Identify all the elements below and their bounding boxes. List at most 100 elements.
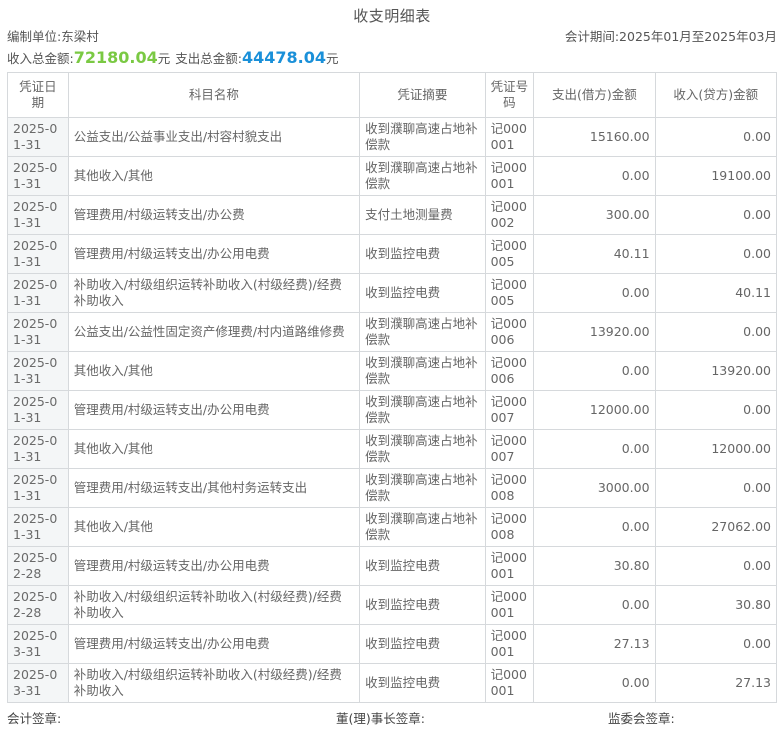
cell-voucher-number: 记000007 [484, 429, 535, 469]
accounting-period-label: 会计期间:2025年01月至2025年03月 [564, 29, 777, 44]
cell-debit-amount: 0.00 [533, 507, 656, 547]
cell-voucher-date: 2025-01-31 [7, 351, 69, 391]
table-row: 2025-01-31 公益支出/公益事业支出/村容村貌支出 收到濮聊高速占地补偿… [7, 117, 778, 157]
cell-voucher-date: 2025-01-31 [7, 468, 69, 508]
cell-debit-amount: 3000.00 [533, 468, 656, 508]
cell-voucher-date: 2025-02-28 [7, 585, 69, 625]
cell-debit-amount: 40.11 [533, 234, 656, 274]
table-row: 2025-02-28 管理费用/村级运转支出/办公用电费 收到监控电费 记000… [7, 546, 778, 586]
cell-credit-amount: 0.00 [654, 117, 778, 157]
cell-subject-name: 其他收入/其他 [67, 507, 361, 547]
cell-subject-name: 补助收入/村级组织运转补助收入(村级经费)/经费补助收入 [67, 273, 361, 313]
cell-voucher-number: 记000008 [484, 468, 535, 508]
column-header-voucher-date: 凭证日期 [7, 72, 69, 118]
cell-voucher-date: 2025-01-31 [7, 195, 69, 235]
table-row: 2025-01-31 其他收入/其他 收到濮聊高速占地补偿款 记000001 0… [7, 156, 778, 196]
cell-voucher-date: 2025-01-31 [7, 507, 69, 547]
cell-voucher-number: 记000006 [484, 312, 535, 352]
cell-voucher-date: 2025-03-31 [7, 624, 69, 664]
cell-voucher-number: 记000001 [484, 156, 535, 196]
cell-subject-name: 管理费用/村级运转支出/办公用电费 [67, 624, 361, 664]
cell-subject-name: 管理费用/村级运转支出/其他村务运转支出 [67, 468, 361, 508]
cell-voucher-number: 记000008 [484, 507, 535, 547]
cell-voucher-abstract: 收到濮聊高速占地补偿款 [359, 468, 486, 508]
cell-subject-name: 其他收入/其他 [67, 429, 361, 469]
cell-voucher-number: 记000005 [484, 273, 535, 313]
cell-subject-name: 补助收入/村级组织运转补助收入(村级经费)/经费补助收入 [67, 663, 361, 703]
income-total-value: 72180.04 [73, 48, 158, 67]
table-row: 2025-01-31 其他收入/其他 收到濮聊高速占地补偿款 记000008 0… [7, 507, 778, 547]
cell-voucher-abstract: 收到濮聊高速占地补偿款 [359, 117, 486, 157]
cell-voucher-abstract: 收到濮聊高速占地补偿款 [359, 351, 486, 391]
income-total-label: 收入总金额: [7, 51, 74, 66]
table-row: 2025-02-28 补助收入/村级组织运转补助收入(村级经费)/经费补助收入 … [7, 585, 778, 625]
cell-credit-amount: 12000.00 [654, 429, 778, 469]
cell-subject-name: 其他收入/其他 [67, 351, 361, 391]
column-header-voucher-abstract: 凭证摘要 [359, 72, 486, 118]
cell-voucher-abstract: 收到濮聊高速占地补偿款 [359, 429, 486, 469]
cell-voucher-abstract: 收到监控电费 [359, 663, 486, 703]
cell-subject-name: 管理费用/村级运转支出/办公用电费 [67, 546, 361, 586]
cell-credit-amount: 0.00 [654, 468, 778, 508]
cell-voucher-abstract: 收到监控电费 [359, 585, 486, 625]
cell-voucher-number: 记000001 [484, 117, 535, 157]
expense-total-unit: 元 [325, 51, 339, 66]
table-row: 2025-01-31 其他收入/其他 收到濮聊高速占地补偿款 记000007 0… [7, 429, 778, 469]
signature-row: 会计签章: 董(理)事长签章: 监委会签章: [7, 708, 777, 730]
supervisor-signature-label: 监委会签章: [608, 711, 675, 726]
cell-voucher-date: 2025-01-31 [7, 390, 69, 430]
cell-debit-amount: 0.00 [533, 156, 656, 196]
column-header-debit-amount: 支出(借方)金额 [533, 72, 656, 118]
cell-debit-amount: 27.13 [533, 624, 656, 664]
cell-voucher-abstract: 收到濮聊高速占地补偿款 [359, 390, 486, 430]
cell-voucher-number: 记000002 [484, 195, 535, 235]
cell-subject-name: 公益支出/公益事业支出/村容村貌支出 [67, 117, 361, 157]
table-header-row: 凭证日期 科目名称 凭证摘要 凭证号码 支出(借方)金额 收入(贷方)金额 [7, 72, 778, 118]
cell-credit-amount: 0.00 [654, 390, 778, 430]
cell-voucher-number: 记000001 [484, 585, 535, 625]
table-row: 2025-03-31 补助收入/村级组织运转补助收入(村级经费)/经费补助收入 … [7, 663, 778, 703]
cell-debit-amount: 15160.00 [533, 117, 656, 157]
cell-debit-amount: 12000.00 [533, 390, 656, 430]
cell-voucher-abstract: 收到濮聊高速占地补偿款 [359, 312, 486, 352]
table-row: 2025-01-31 其他收入/其他 收到濮聊高速占地补偿款 记000006 0… [7, 351, 778, 391]
cell-debit-amount: 13920.00 [533, 312, 656, 352]
cell-credit-amount: 30.80 [654, 585, 778, 625]
table-row: 2025-03-31 管理费用/村级运转支出/办公用电费 收到监控电费 记000… [7, 624, 778, 664]
column-header-credit-amount: 收入(贷方)金额 [654, 72, 778, 118]
cell-voucher-date: 2025-01-31 [7, 234, 69, 274]
cell-debit-amount: 0.00 [533, 585, 656, 625]
column-header-voucher-number: 凭证号码 [484, 72, 535, 118]
cell-voucher-number: 记000006 [484, 351, 535, 391]
cell-voucher-number: 记000001 [484, 624, 535, 664]
cell-voucher-date: 2025-01-31 [7, 117, 69, 157]
expense-total-value: 44478.04 [241, 48, 326, 67]
table-row: 2025-01-31 公益支出/公益性固定资产修理费/村内道路维修费 收到濮聊高… [7, 312, 778, 352]
income-total-unit: 元 [157, 51, 171, 66]
income-expense-detail-table: 凭证日期 科目名称 凭证摘要 凭证号码 支出(借方)金额 收入(贷方)金额 20… [7, 72, 778, 703]
table-row: 2025-01-31 管理费用/村级运转支出/其他村务运转支出 收到濮聊高速占地… [7, 468, 778, 508]
cell-credit-amount: 0.00 [654, 624, 778, 664]
cell-voucher-abstract: 收到监控电费 [359, 234, 486, 274]
totals-row: 收入总金额:72180.04元 支出总金额:44478.04元 [7, 48, 777, 68]
cell-subject-name: 管理费用/村级运转支出/办公用电费 [67, 234, 361, 274]
cell-debit-amount: 0.00 [533, 351, 656, 391]
cell-credit-amount: 27.13 [654, 663, 778, 703]
cell-credit-amount: 0.00 [654, 234, 778, 274]
cell-debit-amount: 0.00 [533, 429, 656, 469]
cell-debit-amount: 0.00 [533, 273, 656, 313]
table-row: 2025-01-31 补助收入/村级组织运转补助收入(村级经费)/经费补助收入 … [7, 273, 778, 313]
page-title: 收支明细表 [353, 7, 431, 25]
preparing-unit-label: 编制单位:东梁村 [7, 29, 99, 44]
cell-voucher-abstract: 收到濮聊高速占地补偿款 [359, 156, 486, 196]
cell-voucher-date: 2025-01-31 [7, 273, 69, 313]
cell-voucher-number: 记000001 [484, 546, 535, 586]
accountant-signature-label: 会计签章: [7, 711, 62, 726]
cell-voucher-abstract: 收到监控电费 [359, 546, 486, 586]
cell-credit-amount: 19100.00 [654, 156, 778, 196]
cell-voucher-abstract: 收到濮聊高速占地补偿款 [359, 507, 486, 547]
report-meta-row: 编制单位:东梁村 会计期间:2025年01月至2025年03月 [7, 28, 777, 46]
cell-credit-amount: 0.00 [654, 546, 778, 586]
cell-credit-amount: 40.11 [654, 273, 778, 313]
